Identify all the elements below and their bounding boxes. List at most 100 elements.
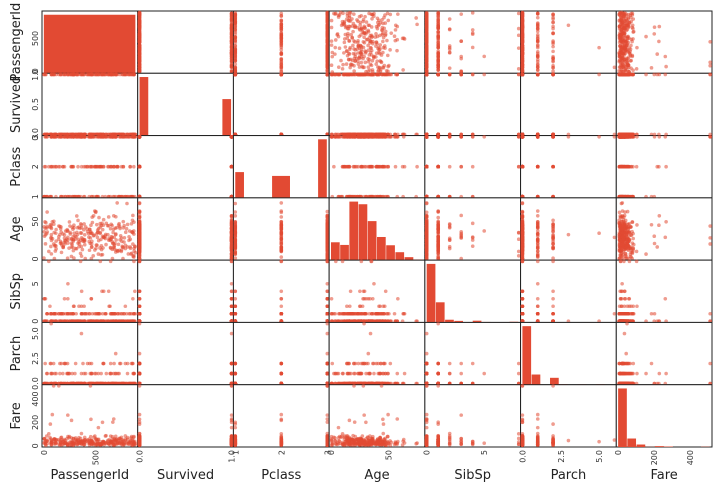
scatter-point <box>618 38 623 43</box>
scatter-point <box>664 64 668 69</box>
scatter-point <box>424 69 429 73</box>
scatter-point <box>347 15 352 20</box>
scatter-point <box>631 26 635 31</box>
scatter-point <box>359 164 364 169</box>
scatter-point <box>381 45 386 50</box>
scatter-point <box>72 72 76 77</box>
scatter-point <box>336 134 341 139</box>
scatter-point <box>359 60 364 65</box>
scatter-point <box>98 164 102 169</box>
scatter-point <box>229 19 234 23</box>
scatter-point <box>137 69 142 73</box>
scatter-point <box>436 33 441 38</box>
scatter-point <box>347 47 352 52</box>
scatter-point <box>330 54 335 59</box>
scatter-point <box>357 56 361 60</box>
scatter-point <box>137 19 142 24</box>
scatter-point <box>368 50 373 55</box>
scatter-point <box>352 12 356 16</box>
scatter-point <box>329 43 334 47</box>
scatter-point <box>470 45 475 50</box>
scatter-point <box>635 45 639 50</box>
scatter-point <box>342 72 347 77</box>
scatter-point <box>366 48 371 52</box>
scatter-point <box>393 38 398 43</box>
scatter-point <box>325 51 330 55</box>
scatter-point <box>626 40 631 45</box>
scatter-point <box>126 72 131 77</box>
scatter-point <box>535 11 540 16</box>
scatter-point <box>279 65 284 70</box>
scatter-point <box>395 24 400 29</box>
scatter-point <box>279 19 284 24</box>
scatter-point <box>470 72 475 77</box>
scatter-point <box>87 72 91 77</box>
scatter-point <box>233 28 238 32</box>
scatter-point <box>393 28 398 32</box>
scatter-point <box>370 12 374 17</box>
scatter-point <box>352 47 356 51</box>
scatter-point <box>370 58 375 63</box>
scatter-point <box>329 39 334 43</box>
scatter-point <box>625 65 629 70</box>
panel-Pclass-vs-PassengerId <box>41 134 139 199</box>
scatter-point <box>346 33 350 38</box>
scatter-point <box>353 40 357 44</box>
scatter-point <box>357 134 361 139</box>
scatter-point <box>93 72 97 77</box>
scatter-point <box>325 65 330 70</box>
scatter-point <box>520 72 525 77</box>
scatter-point <box>120 72 125 77</box>
scatter-point <box>356 40 360 45</box>
scatter-point <box>366 65 371 69</box>
scatter-point <box>597 45 601 50</box>
scatter-point <box>279 69 284 73</box>
scatter-point <box>352 164 356 169</box>
scatter-point <box>424 12 429 17</box>
scatter-point <box>551 72 555 77</box>
scatter-point <box>396 12 400 16</box>
scatter-point <box>336 72 341 77</box>
scatter-point <box>348 11 353 15</box>
scatter-point <box>364 20 369 24</box>
scatter-point <box>620 18 624 23</box>
scatter-point <box>58 134 62 139</box>
scatter-point <box>351 29 355 34</box>
scatter-point <box>663 72 668 77</box>
scatter-point <box>325 25 330 30</box>
scatter-point <box>622 25 627 30</box>
scatter-point <box>356 62 361 66</box>
panel-PassengerId-vs-Age <box>328 10 426 74</box>
scatter-point <box>447 27 452 32</box>
scatter-point <box>126 134 131 139</box>
scatter-point <box>520 40 525 45</box>
scatter-point <box>629 43 633 48</box>
scatter-point <box>325 72 330 77</box>
scatter-point <box>333 38 338 42</box>
scatter-point <box>381 39 385 44</box>
scatter-point <box>657 39 661 44</box>
scatter-point <box>708 72 712 77</box>
scatter-point <box>279 51 284 56</box>
scatter-point <box>380 25 385 30</box>
scatter-point <box>358 20 363 25</box>
scatter-point <box>279 42 284 46</box>
scatter-point <box>137 38 142 43</box>
scatter-point <box>359 49 364 54</box>
scatter-point <box>424 31 429 36</box>
scatter-point <box>708 63 712 68</box>
scatter-point <box>393 164 398 169</box>
scatter-point <box>366 43 370 48</box>
scatter-point <box>49 134 53 139</box>
scatter-point <box>424 45 429 50</box>
scatter-point <box>370 16 374 21</box>
scatter-point <box>459 164 464 169</box>
scatter-point <box>353 52 357 56</box>
scatter-point <box>459 12 464 16</box>
scatter-point <box>436 58 441 63</box>
panel-PassengerId-vs-Survived <box>137 10 234 74</box>
scatter-point <box>380 28 385 33</box>
panel-Pclass-vs-Survived <box>137 134 234 199</box>
scatter-point <box>392 34 397 38</box>
scatter-point <box>424 134 429 139</box>
